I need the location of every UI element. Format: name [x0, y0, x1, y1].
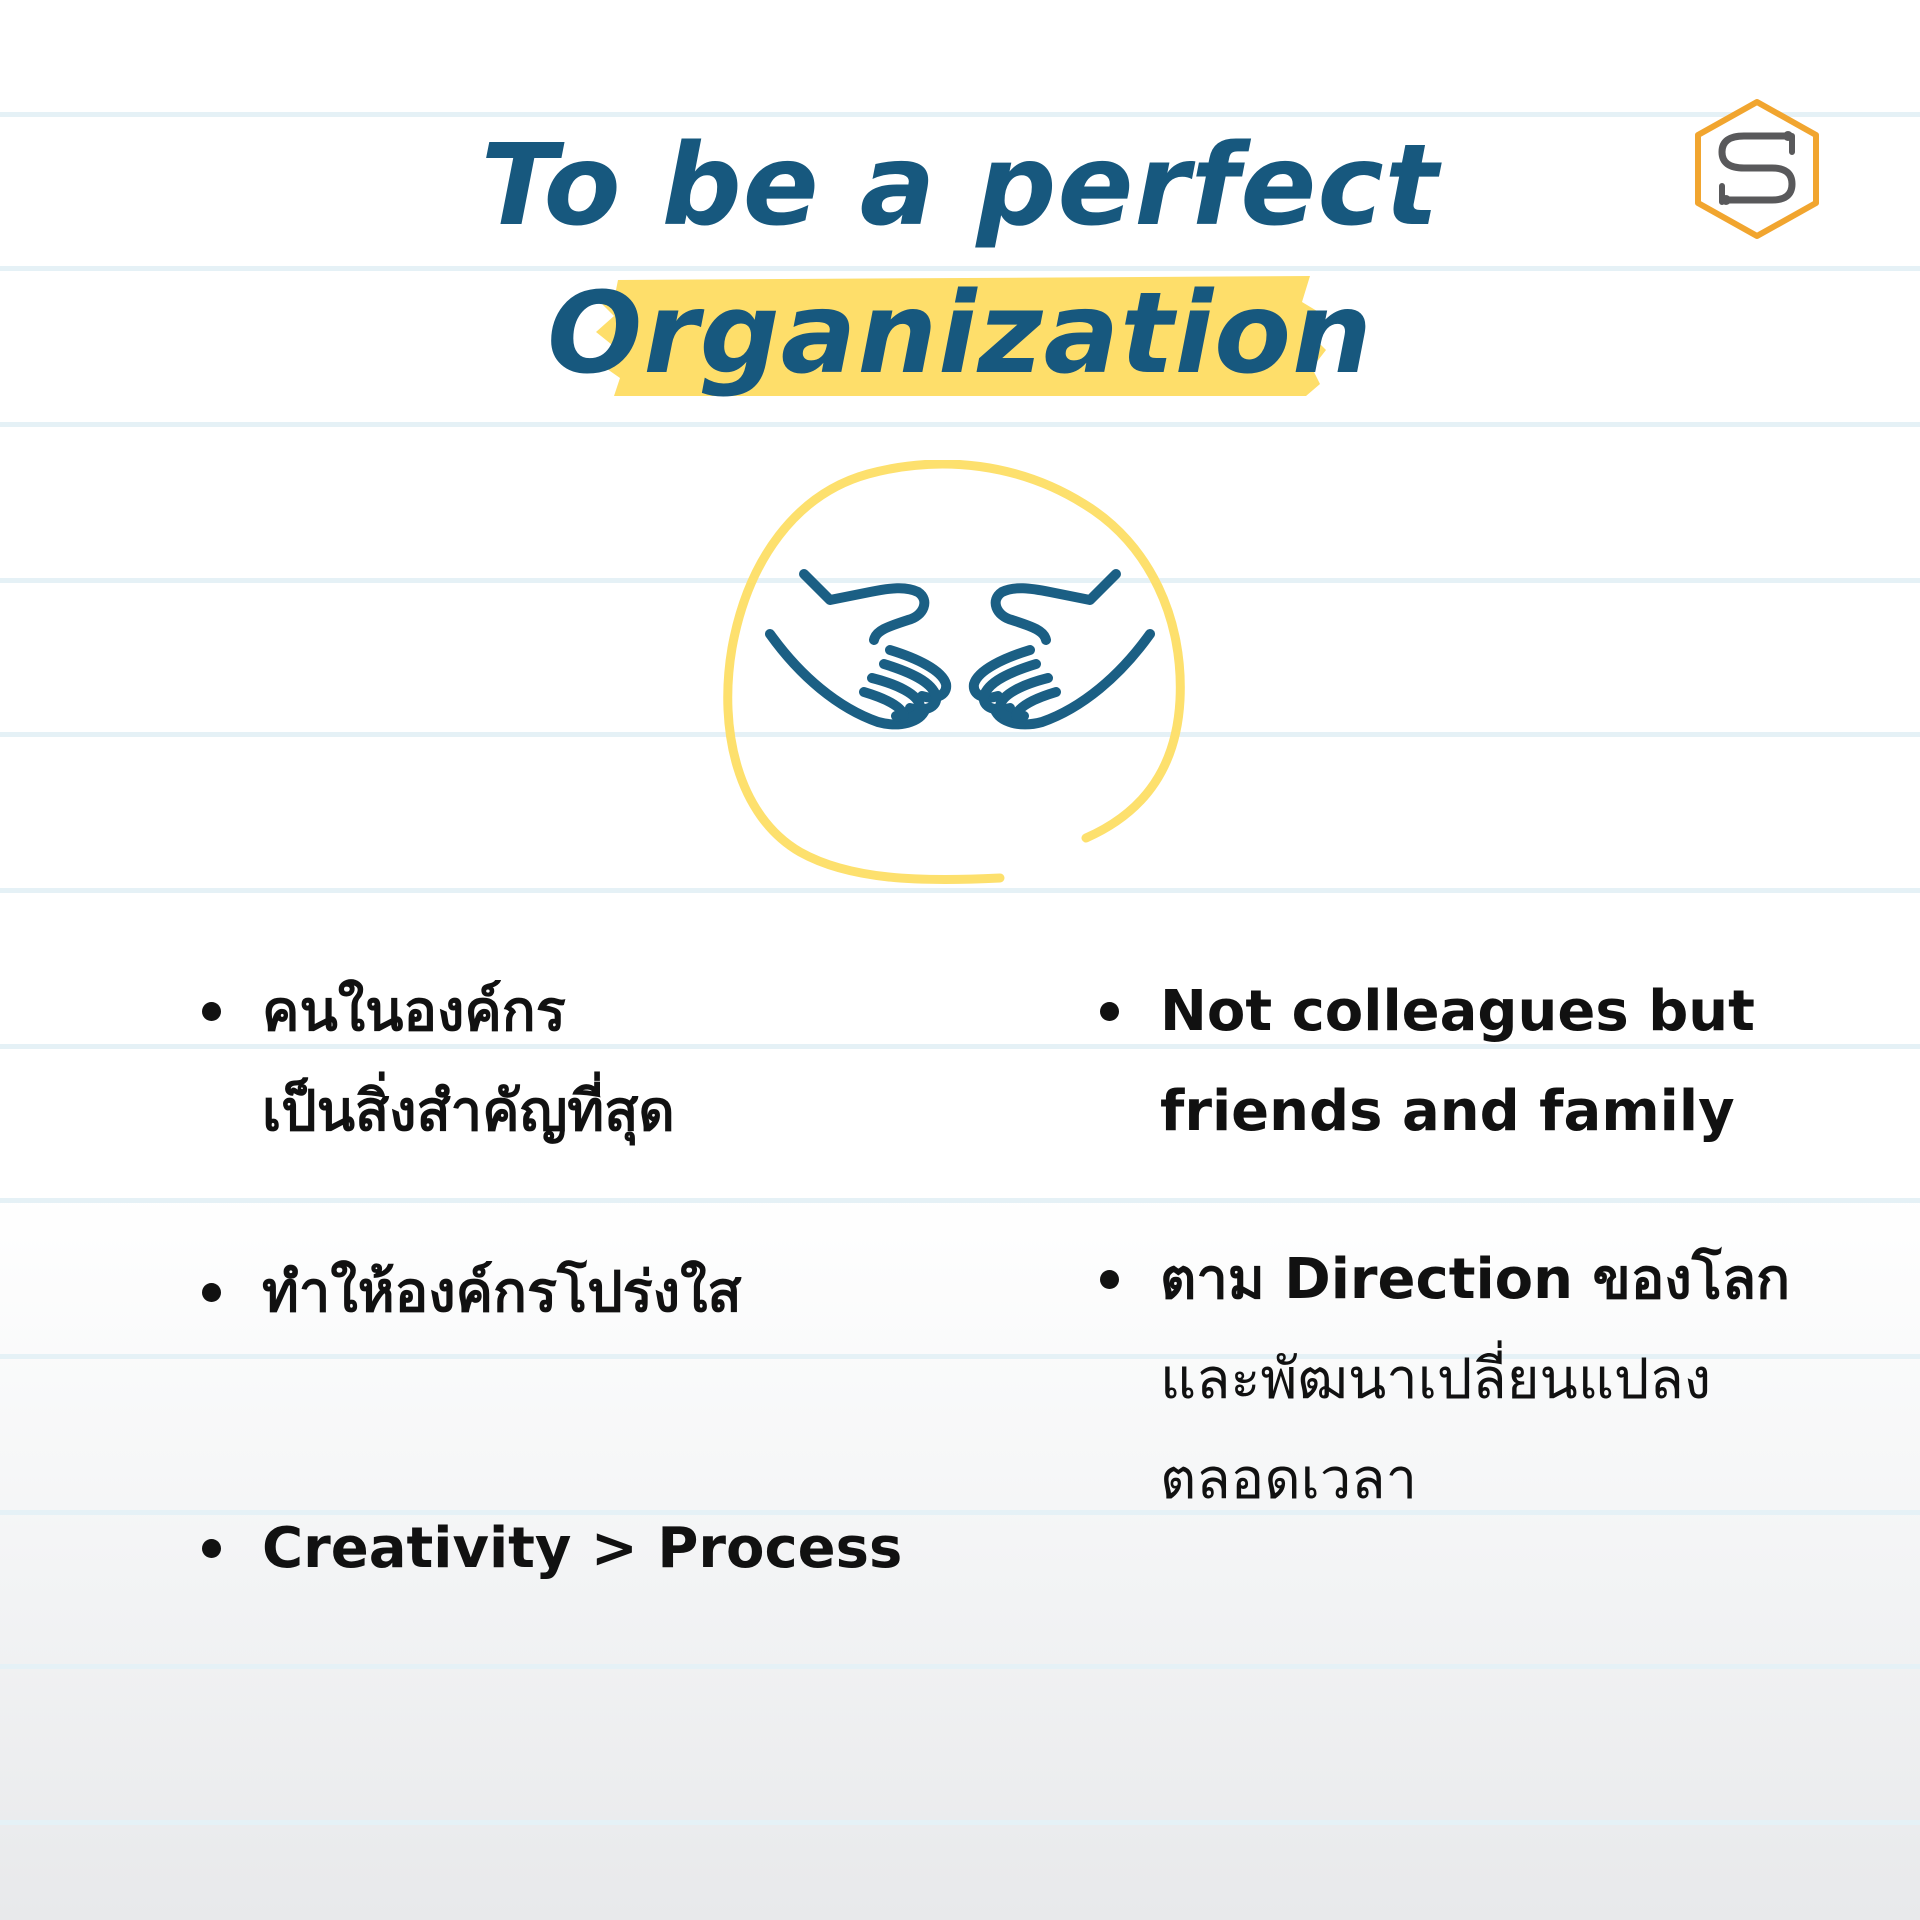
title-highlight-brush: [596, 276, 1326, 396]
bullet-line: Not colleagues but: [1160, 979, 1755, 1044]
rule-line: [0, 1664, 1920, 1669]
rule-line: [0, 1198, 1920, 1203]
bullet-line: ตลอดเวลา: [1160, 1447, 1418, 1512]
rule-line: [0, 266, 1920, 271]
rule-line: [0, 578, 1920, 583]
bullet-dot: [202, 1002, 221, 1021]
bullet-line: ตาม Direction ของโลก: [1160, 1247, 1791, 1312]
rule-line: [0, 1820, 1920, 1825]
rule-line: [0, 732, 1920, 737]
bullet-line: และพัฒนาเปลี่ยนแปลง: [1160, 1347, 1712, 1412]
bullet-line: Creativity > Process: [262, 1516, 903, 1581]
rule-line: [0, 112, 1920, 117]
bullet-line: เป็นสิ่งสำคัญที่สุด: [262, 1079, 675, 1144]
bullet-line: คนในองค์กร: [262, 979, 566, 1044]
rule-line: [0, 422, 1920, 427]
bullet-dot: [1100, 1002, 1119, 1021]
bullet-dot: [1100, 1270, 1119, 1289]
bullet-line: ทำให้องค์กรโปร่งใส: [262, 1260, 742, 1325]
bullet-dot: [202, 1283, 221, 1302]
hands-in-circle-icon: [723, 460, 1185, 885]
title-line-1: To be a perfect: [480, 121, 1440, 251]
rule-line: [0, 888, 1920, 893]
bullet-line: friends and family: [1160, 1079, 1735, 1144]
title-line-2: Organization: [547, 269, 1373, 399]
rule-line: [0, 1354, 1920, 1359]
hexagon-s-logo: [1695, 99, 1819, 239]
rule-line: [0, 1044, 1920, 1049]
bullet-dot: [202, 1539, 221, 1558]
rule-line: [0, 1510, 1920, 1515]
